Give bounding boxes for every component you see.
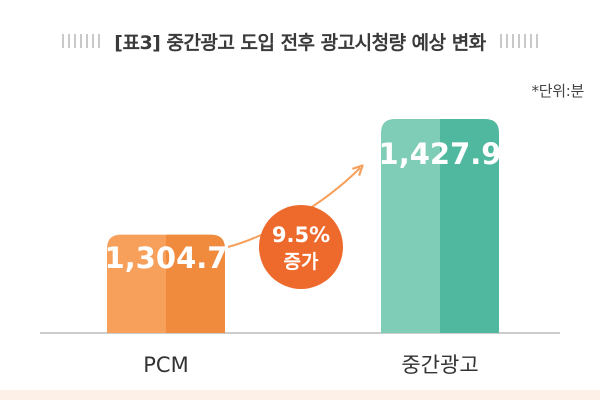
- title-row: [표3] 중간광고 도입 전후 광고시청량 예상 변화: [0, 24, 600, 58]
- category-label-pcm: PCM: [143, 353, 188, 377]
- growth-badge-label: 증가: [284, 251, 319, 273]
- value-label-mid: 1,427.9: [379, 137, 502, 171]
- bar-pcm-right: [166, 234, 225, 333]
- left-decoration: [62, 34, 101, 48]
- right-decoration: [499, 34, 538, 48]
- chart-title: [표3] 중간광고 도입 전후 광고시청량 예상 변화: [114, 31, 486, 54]
- bar-mid-left: [381, 119, 440, 333]
- bar-pcm: [107, 234, 225, 333]
- growth-badge-percent: 9.5%: [272, 223, 330, 247]
- value-label-pcm: 1,304.7: [105, 241, 228, 275]
- bottom-strip: [0, 390, 600, 400]
- category-label-mid: 중간광고: [401, 353, 478, 377]
- bar-pcm-left: [107, 234, 166, 333]
- unit-note: *단위:분: [531, 82, 585, 100]
- bar-mid-right: [440, 119, 499, 333]
- growth-badge: [259, 205, 343, 289]
- bar-mid: [381, 119, 499, 333]
